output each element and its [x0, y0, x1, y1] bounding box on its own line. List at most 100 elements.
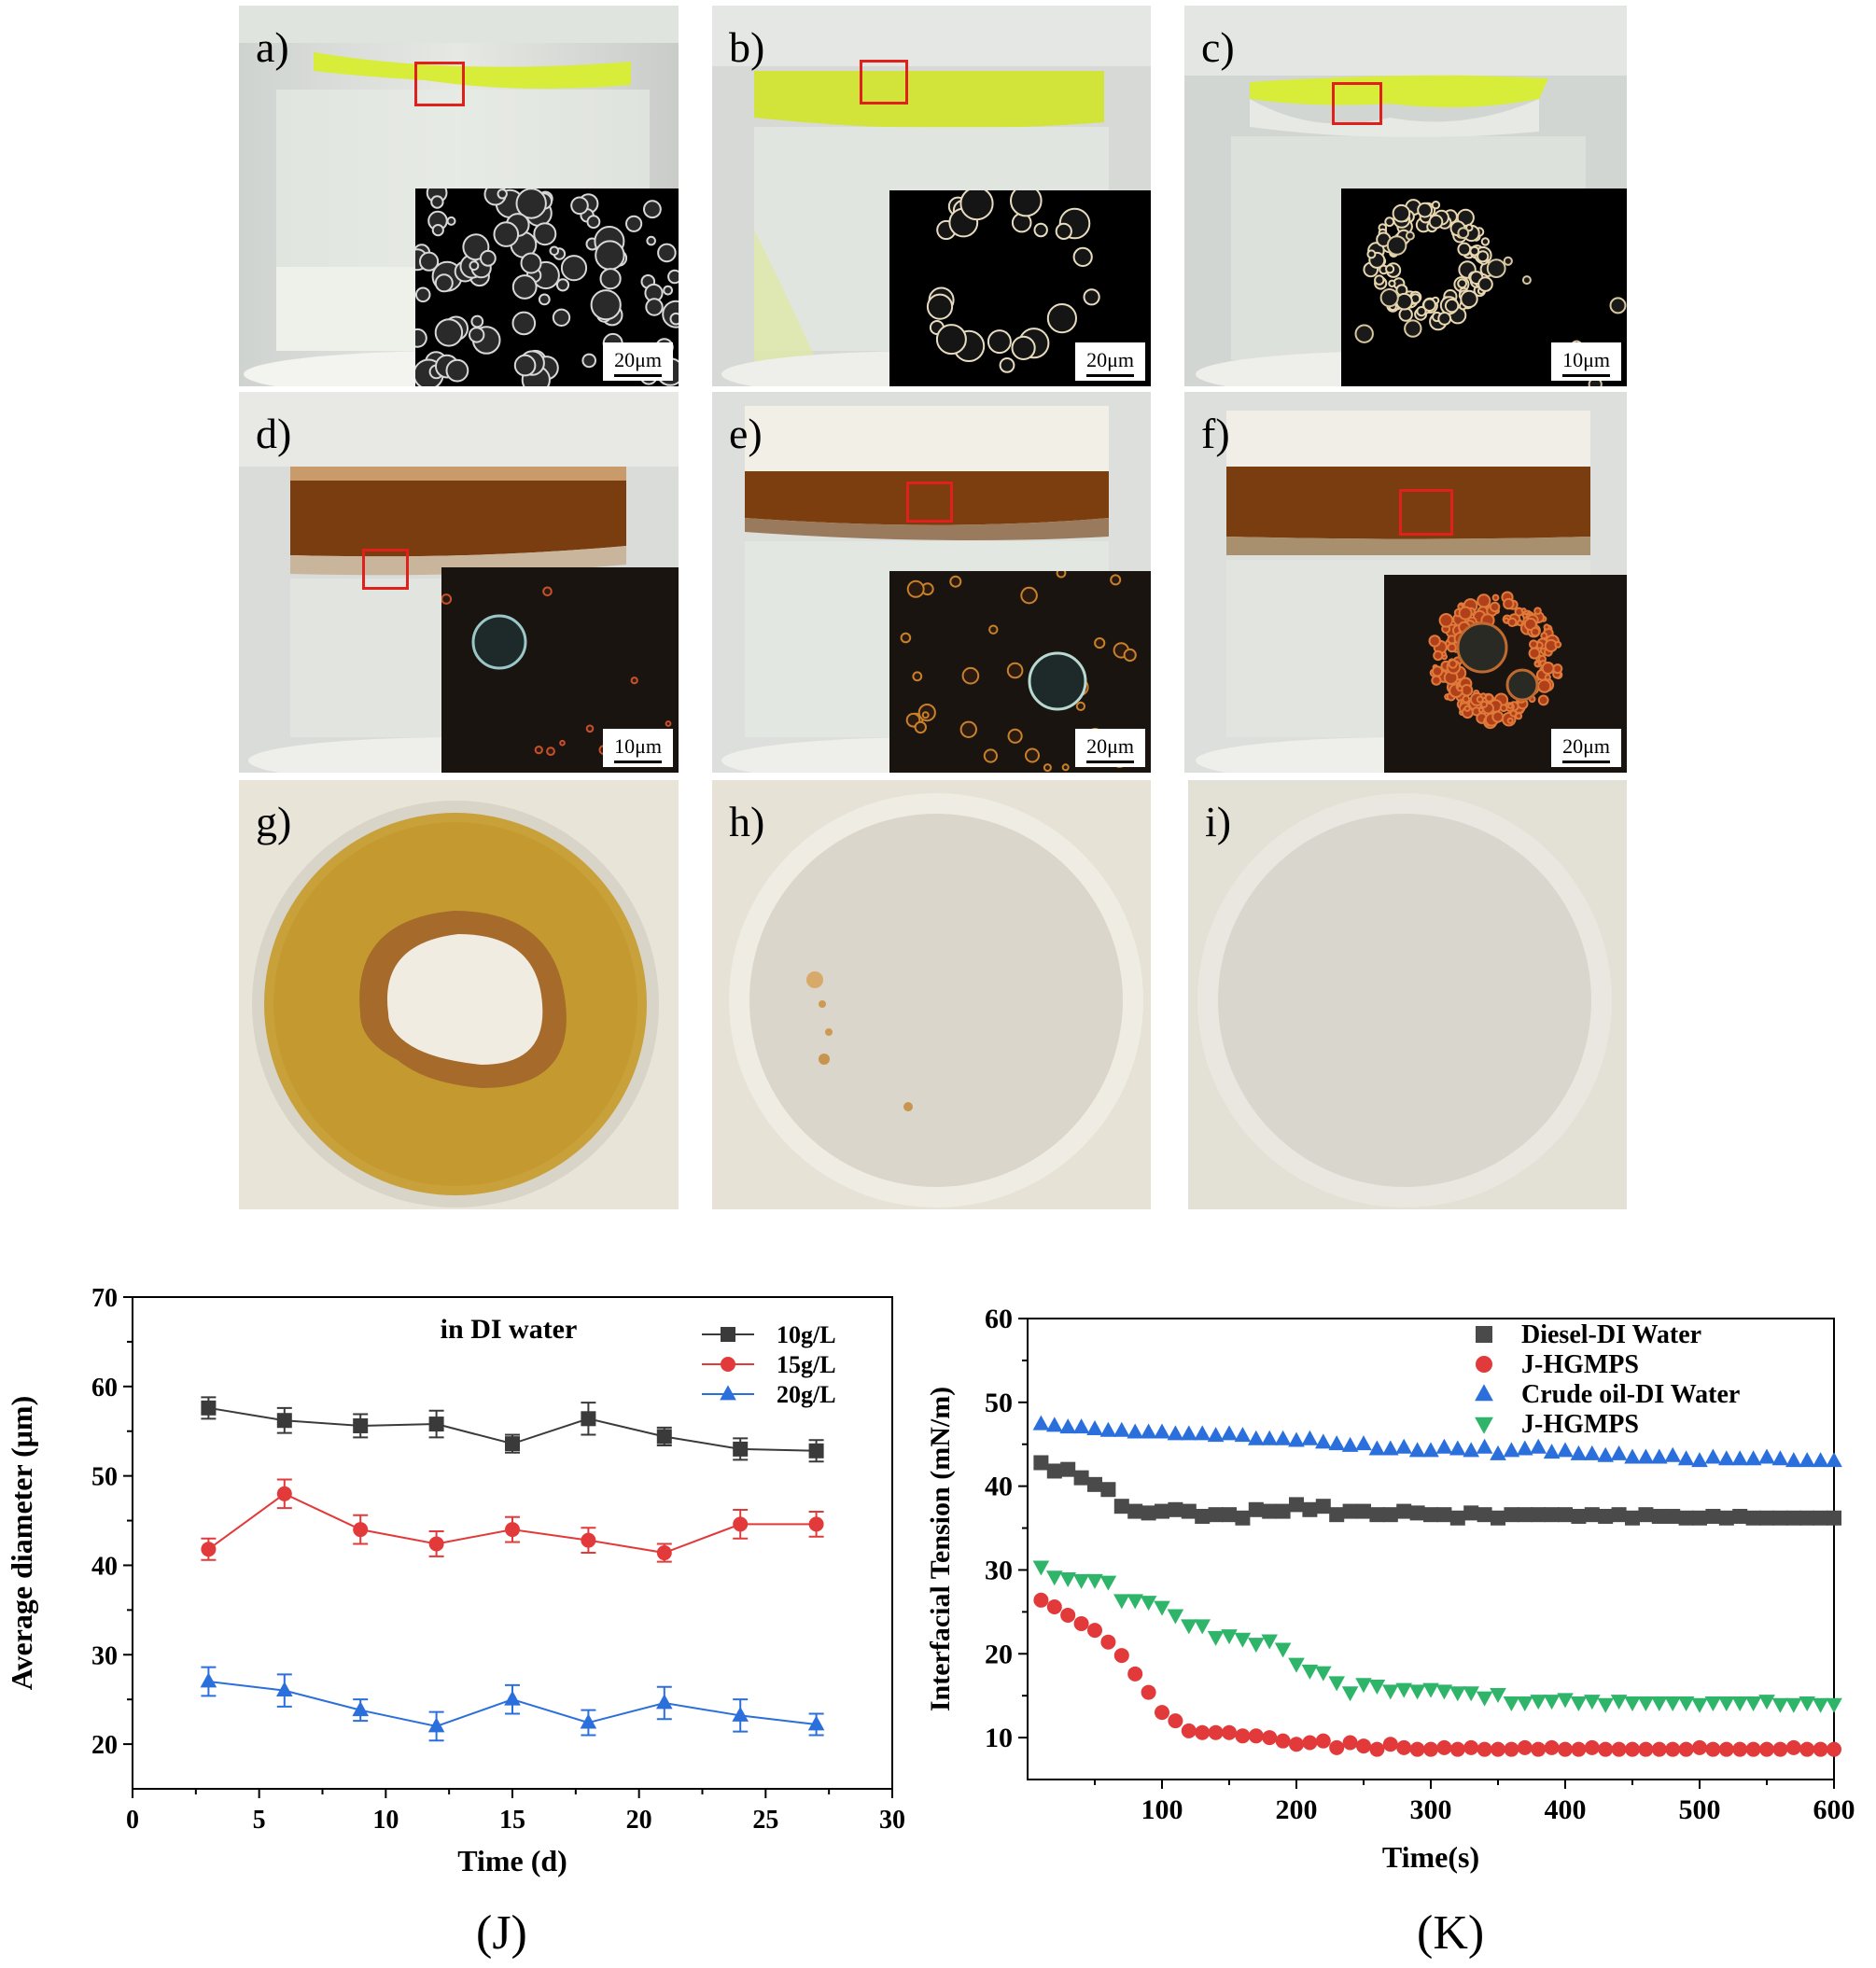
bubble	[645, 298, 664, 316]
data-point	[1705, 1741, 1721, 1757]
bubble	[1533, 661, 1541, 667]
data-point	[1718, 1450, 1735, 1466]
data-point	[1396, 1739, 1412, 1755]
bubble	[469, 260, 480, 272]
data-point	[1651, 1448, 1668, 1464]
bubble	[585, 724, 595, 733]
x-tick-label: 25	[752, 1806, 778, 1835]
bubble	[1123, 648, 1137, 663]
data-point	[1046, 1417, 1063, 1432]
bubble	[646, 235, 656, 246]
data-point	[1759, 1741, 1774, 1757]
data-point	[733, 1516, 749, 1532]
bubble	[1460, 289, 1478, 309]
bubble	[1517, 620, 1524, 627]
large-droplet	[471, 614, 527, 670]
data-point	[1557, 1442, 1574, 1458]
data-point	[1517, 1440, 1533, 1456]
series-20g/L: 20g/L	[200, 1381, 836, 1742]
data-point	[1490, 1687, 1506, 1703]
data-point	[1771, 1697, 1789, 1713]
bubble	[480, 249, 497, 267]
data-point	[1154, 1423, 1170, 1439]
series-2: Crude oil-DI Water	[1032, 1380, 1842, 1468]
data-point	[1826, 1697, 1842, 1713]
data-point	[1463, 1686, 1479, 1702]
data-point	[1221, 1425, 1238, 1441]
data-point	[1113, 1499, 1129, 1514]
data-point	[1289, 1497, 1304, 1513]
data-point	[1329, 1739, 1345, 1755]
data-point	[1302, 1735, 1318, 1751]
bubble	[1457, 227, 1470, 239]
data-point	[1570, 1445, 1588, 1460]
series-3: J-HGMPS	[1032, 1410, 1842, 1713]
bubble	[1428, 635, 1441, 648]
data-point	[1745, 1510, 1761, 1526]
data-point	[1517, 1739, 1533, 1755]
data-point	[1624, 1448, 1641, 1464]
bubble	[1469, 245, 1480, 257]
data-point	[808, 1516, 824, 1532]
bubble	[1515, 712, 1523, 720]
y-axis-label: Average diameter (μm)	[5, 1396, 38, 1690]
chart-k: 100 200 300 400 500 600 10 20 30 40 50 60 Time(s) Int…	[919, 1278, 1876, 1894]
bubble	[1398, 307, 1413, 322]
x-tick-label: 600	[1813, 1794, 1855, 1825]
bubble	[1520, 607, 1527, 614]
panel-d: 10μm d)	[239, 392, 679, 773]
data-point	[1032, 1560, 1050, 1576]
panel-b: 20μm b)	[712, 6, 1151, 386]
data-point	[1087, 1476, 1102, 1492]
data-point	[1435, 1684, 1453, 1700]
micrograph-inset-d: 10μm	[441, 567, 679, 773]
x-tick-label: 5	[253, 1806, 266, 1835]
data-point	[1463, 1442, 1479, 1458]
bubble	[1507, 617, 1518, 627]
micrograph-inset-c: 10μm	[1341, 188, 1627, 386]
data-point	[1584, 1739, 1600, 1755]
bubble	[999, 357, 1015, 373]
bubble	[643, 200, 662, 219]
data-point	[1611, 1507, 1627, 1523]
bubble	[1384, 216, 1395, 228]
region-marker	[1399, 489, 1453, 536]
bubble	[959, 720, 978, 739]
panel-i: i)	[1188, 780, 1627, 1209]
data-point	[1262, 1730, 1278, 1746]
bubble	[1404, 319, 1422, 338]
data-point	[1476, 1356, 1492, 1373]
data-point	[1476, 1438, 1493, 1454]
bubble	[1462, 694, 1471, 704]
x-tick-label: 500	[1679, 1794, 1721, 1825]
bubble	[1011, 335, 1036, 360]
bubble	[1456, 685, 1463, 692]
data-point	[1181, 1425, 1197, 1441]
data-point	[1181, 1619, 1197, 1635]
x-axis-label: Time(s)	[1382, 1840, 1479, 1874]
large-droplet	[1456, 621, 1508, 674]
data-point	[201, 1400, 217, 1416]
data-point	[1664, 1446, 1681, 1462]
data-point	[721, 1357, 735, 1372]
data-point	[1826, 1452, 1842, 1468]
data-point	[1704, 1448, 1722, 1464]
data-point	[1475, 1417, 1493, 1434]
data-point	[1637, 1448, 1655, 1464]
bubble	[1444, 298, 1460, 314]
data-point	[1772, 1741, 1788, 1757]
bubble	[1020, 586, 1038, 605]
bubble	[581, 353, 596, 369]
y-tick-label: 20	[985, 1639, 1013, 1669]
bubble	[497, 188, 508, 200]
data-point	[1248, 1638, 1265, 1654]
y-tick-label: 30	[91, 1641, 118, 1670]
bubble	[1486, 258, 1506, 278]
bubble	[1006, 662, 1024, 679]
x-tick-label: 15	[499, 1806, 525, 1835]
data-point	[581, 1411, 596, 1427]
data-point	[276, 1486, 292, 1501]
panel-label: c)	[1201, 23, 1235, 71]
data-point	[1395, 1438, 1412, 1454]
scale-bar: 20μm	[1551, 729, 1621, 767]
